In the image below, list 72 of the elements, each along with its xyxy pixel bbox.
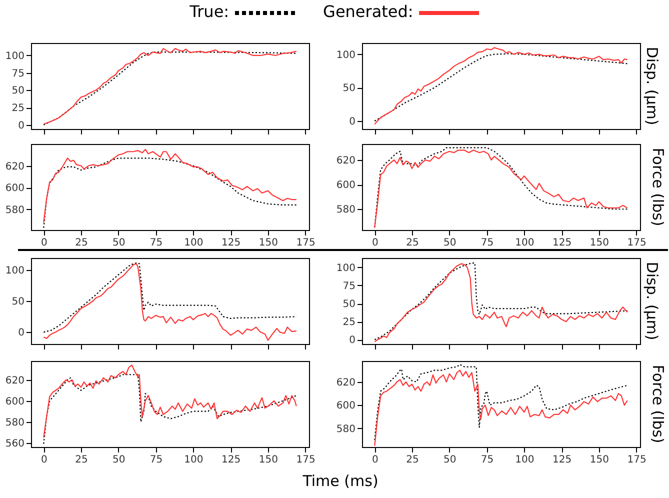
- x-tick-label: 125: [222, 454, 241, 466]
- x-tick-label: 150: [258, 454, 278, 466]
- y-tick-label: 0: [18, 120, 24, 132]
- y-tick-label: 580: [336, 424, 356, 435]
- x-tick-label: 75: [150, 238, 163, 248]
- y-tick-label: 75: [342, 280, 356, 292]
- y-tick-label: 50: [12, 296, 24, 308]
- x-tick-label: 150: [258, 238, 278, 248]
- x-tick-label: 50: [112, 454, 126, 466]
- y-tick-label: 0: [349, 335, 356, 346]
- x-tick-label: 0: [372, 454, 378, 466]
- x-tick-label: 175: [296, 454, 316, 466]
- x-tick-label: 100: [184, 238, 204, 248]
- x-tick-label: 125: [222, 238, 241, 248]
- y-tick-label: 620: [5, 161, 24, 172]
- y-tick-label: 600: [336, 180, 356, 192]
- x-tick-label: 0: [372, 238, 378, 248]
- x-tick-label: 100: [184, 454, 204, 466]
- x-tick-label: 50: [112, 238, 126, 248]
- x-tick-label: 25: [406, 454, 419, 466]
- y-tick-label: 25: [12, 103, 24, 114]
- y-tick-label: 100: [5, 50, 24, 62]
- x-tick-label: 50: [444, 454, 456, 466]
- x-tick-label: 50: [444, 238, 456, 248]
- y-tick-label: 560: [5, 438, 24, 450]
- x-tick-label: 125: [552, 238, 572, 248]
- x-tick-label: 0: [40, 454, 48, 466]
- legend-label: True:: [190, 2, 230, 21]
- x-tick-label: 0: [40, 238, 48, 248]
- y-axis-title: Force (lbs): [648, 364, 667, 444]
- x-tick-label: 75: [150, 454, 163, 466]
- line-series: [43, 148, 297, 223]
- y-tick-label: 25: [342, 317, 356, 328]
- x-tick-label: 100: [515, 238, 534, 248]
- y-tick-label: 100: [336, 262, 356, 274]
- y-tick-label: 600: [336, 400, 356, 412]
- x-tick-label: 150: [590, 238, 609, 248]
- line-series: [43, 374, 297, 444]
- x-tick-label: 175: [627, 238, 646, 248]
- y-tick-label: 580: [5, 204, 24, 216]
- line-series: [43, 364, 297, 438]
- x-axis-title: Time (ms): [302, 472, 380, 490]
- x-tick-label: 75: [480, 454, 494, 466]
- y-axis-title: Disp. (μm): [643, 46, 661, 126]
- y-tick-label: 50: [12, 86, 24, 97]
- y-tick-label: 100: [5, 265, 24, 276]
- y-tick-label: 600: [5, 183, 24, 194]
- y-tick-label: 50: [342, 83, 356, 94]
- y-tick-label: 600: [5, 396, 24, 408]
- y-tick-label: 100: [336, 50, 356, 61]
- x-tick-label: 25: [75, 238, 88, 248]
- y-tick-label: 0: [18, 328, 24, 339]
- y-tick-label: 580: [5, 417, 24, 428]
- y-tick-label: 0: [349, 116, 356, 128]
- x-tick-label: 100: [515, 454, 534, 466]
- y-tick-label: 75: [12, 68, 24, 80]
- x-tick-label: 25: [75, 454, 88, 466]
- y-tick-label: 620: [336, 377, 356, 388]
- legend-label: Generated:: [323, 2, 414, 21]
- line-series: [43, 158, 297, 228]
- y-tick-label: 620: [336, 155, 356, 166]
- x-tick-label: 150: [590, 454, 609, 466]
- x-tick-label: 25: [406, 238, 419, 248]
- y-axis-title: Force (lbs): [648, 148, 667, 226]
- x-tick-label: 75: [480, 238, 494, 248]
- y-tick-label: 50: [342, 299, 356, 310]
- x-tick-label: 175: [627, 454, 646, 466]
- y-tick-label: 580: [336, 204, 356, 216]
- x-tick-label: 125: [552, 454, 572, 466]
- y-tick-label: 620: [5, 375, 24, 386]
- x-tick-label: 175: [296, 238, 316, 248]
- y-axis-title: Disp. (μm): [643, 262, 661, 340]
